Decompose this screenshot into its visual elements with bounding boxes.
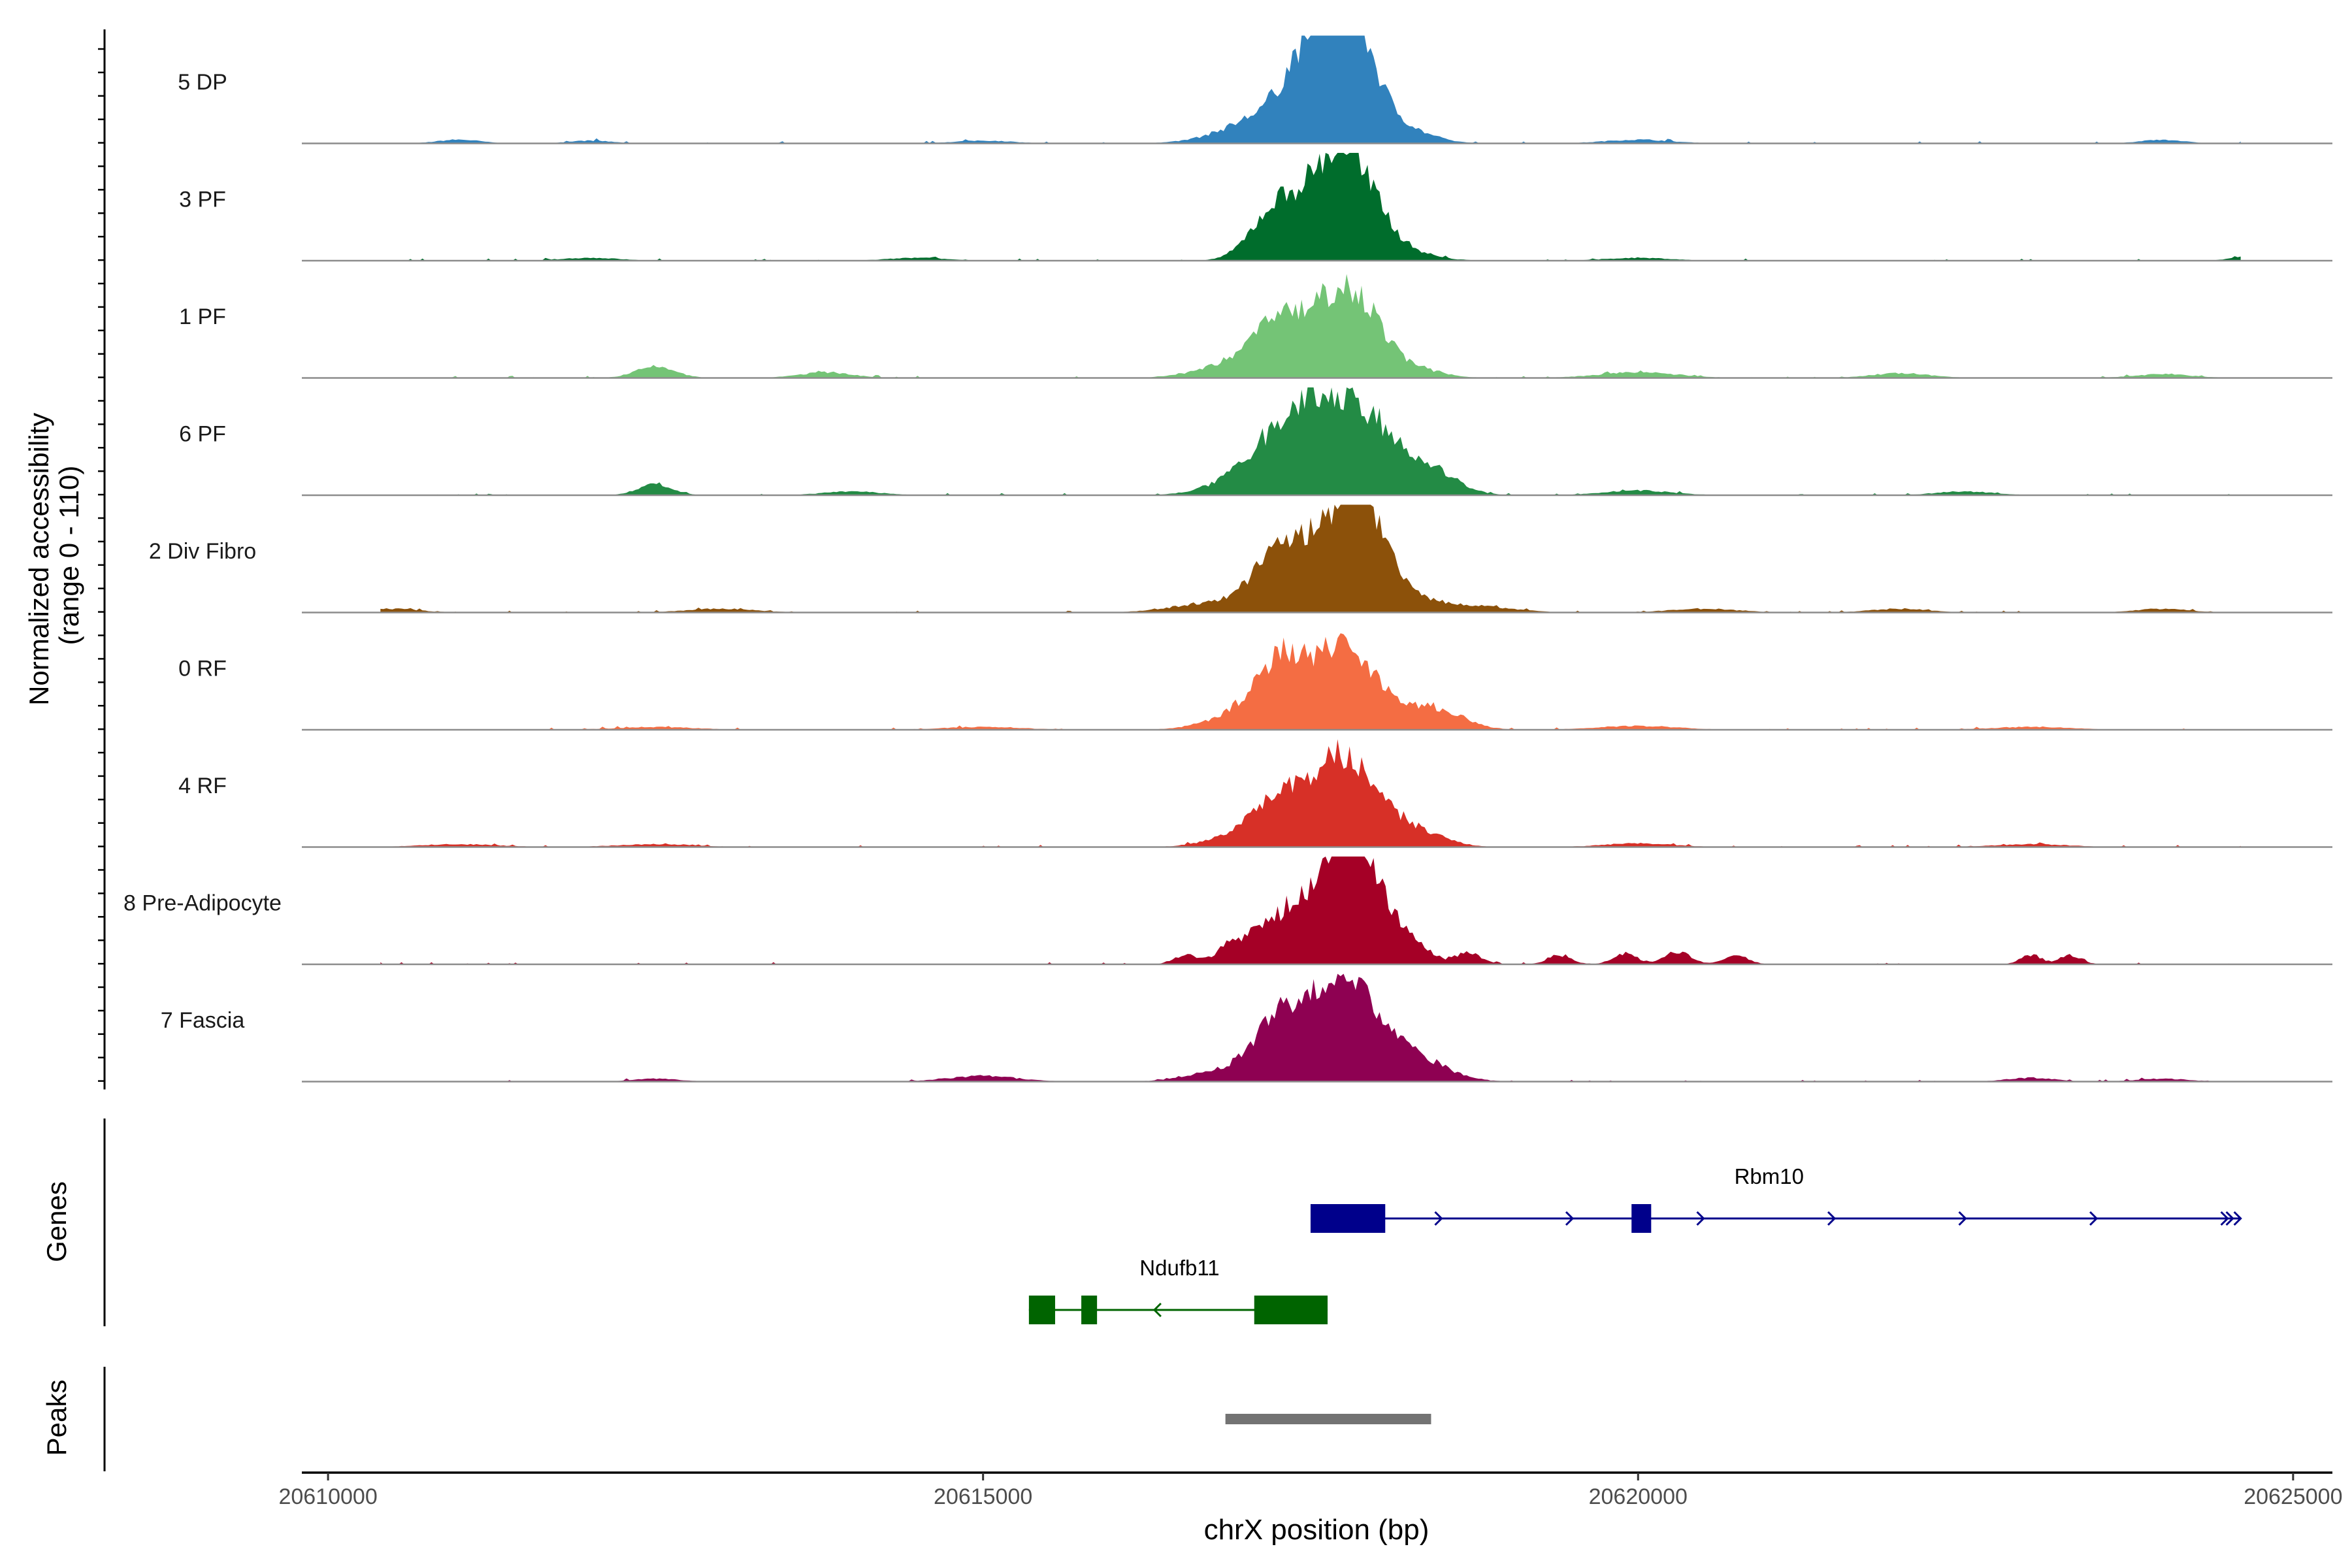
x-tick-label: 20620000 (1589, 1484, 1688, 1509)
coverage-axis (98, 29, 106, 1090)
track-label: 3 PF (179, 188, 226, 212)
peak-region (1225, 1414, 1431, 1424)
track-3: 1 PF (179, 274, 2332, 379)
gene-exon (1631, 1204, 1652, 1233)
gene-exon (1310, 1204, 1386, 1233)
y-axis-title-line-1: Normalized accessibility (24, 413, 54, 706)
x-tick-label: 20625000 (2244, 1484, 2342, 1509)
track-2: 3 PF (179, 153, 2332, 262)
track-label: 5 DP (178, 70, 227, 95)
y-axis-title-line-2: (range 0 - 110) (54, 466, 84, 645)
track-label: 1 PF (179, 304, 226, 329)
gene-exon (1028, 1296, 1055, 1324)
strand-arrow (1696, 1211, 1705, 1226)
coverage-area (380, 973, 2241, 1082)
track-8: 8 Pre-Adipocyte (123, 857, 2332, 966)
strand-arrow (2089, 1211, 2099, 1226)
gene-annotation-panel: Rbm10 Ndufb11 (103, 1119, 2242, 1326)
strand-arrow (1827, 1211, 1837, 1226)
track-4: 6 PF (179, 387, 2332, 497)
strand-arrow (1152, 1302, 1162, 1318)
track-1: 5 DP (178, 35, 2332, 144)
track-label: 7 Fascia (161, 1008, 245, 1033)
gene-rbm10: Rbm10 (1310, 1164, 2242, 1233)
peaks-panel-title: Peaks (41, 1380, 72, 1456)
strand-arrow (2233, 1211, 2242, 1226)
strand-arrow (2225, 1211, 2234, 1226)
coverage-area (380, 153, 2241, 261)
coverage-area (380, 504, 2241, 613)
gene-exon (1081, 1296, 1098, 1324)
track-5: 2 Div Fibro (149, 504, 2332, 613)
x-tick-label: 20610000 (278, 1484, 377, 1509)
track-label: 8 Pre-Adipocyte (123, 891, 282, 916)
coverage-area (380, 274, 2241, 378)
strand-arrow (2220, 1211, 2229, 1226)
coverage-area (380, 739, 2241, 847)
strand-arrow (1958, 1211, 1967, 1226)
track-label: 2 Div Fibro (149, 539, 256, 564)
genes-panel-title: Genes (41, 1181, 72, 1262)
track-label: 4 RF (178, 774, 227, 798)
coverage-area (380, 35, 2241, 144)
track-label: 6 PF (179, 422, 226, 447)
strand-arrow (1565, 1211, 1575, 1226)
strand-arrow (1434, 1211, 1443, 1226)
peaks-panel (103, 1367, 1431, 1471)
y-axis-title: Normalized accessibility (range 0 - 110) (24, 405, 84, 706)
coverage-area (380, 387, 2241, 495)
coverage-area (380, 857, 2241, 964)
x-axis: 20610000 20615000 20620000 20625000 (278, 1471, 2342, 1509)
gene-label: Rbm10 (1735, 1164, 1804, 1188)
track-7: 4 RF (178, 739, 2332, 848)
coverage-area (380, 633, 2241, 730)
track-6: 0 RF (178, 633, 2332, 731)
x-axis-title: chrX position (bp) (1204, 1514, 1429, 1546)
gene-exon (1254, 1296, 1328, 1324)
gene-label: Ndufb11 (1139, 1256, 1219, 1280)
gene-ndufb11: Ndufb11 (1028, 1256, 1328, 1324)
track-9: 7 Fascia (161, 973, 2332, 1083)
track-label: 0 RF (178, 657, 227, 681)
x-tick-label: 20615000 (934, 1484, 1032, 1509)
coverage-tracks: 5 DP 3 PF 1 PF 6 PF 2 Div Fibro 0 RF 4 RF 8 Pre… (123, 35, 2332, 1083)
